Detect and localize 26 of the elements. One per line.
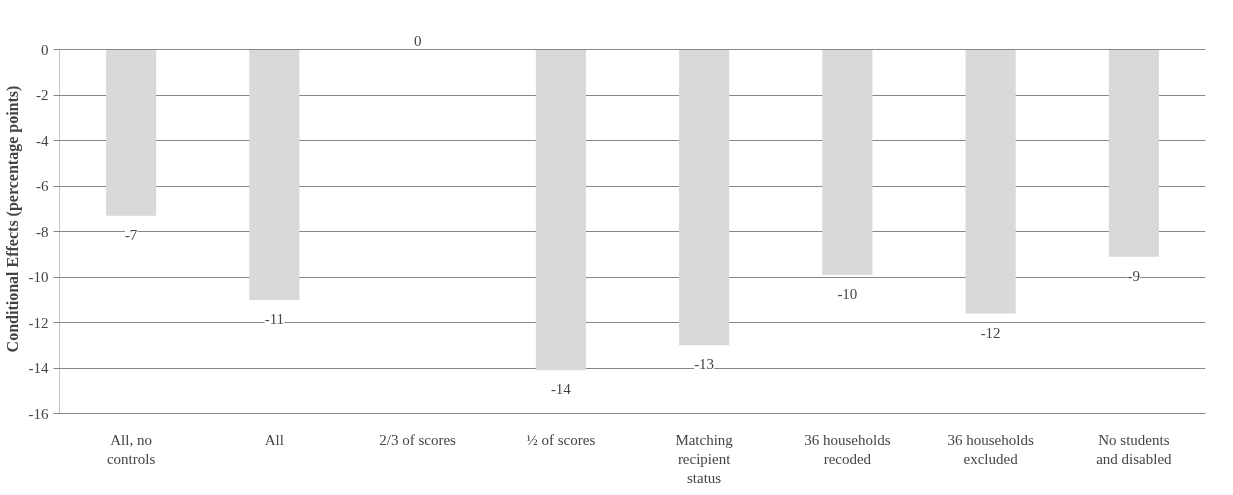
data-label: -12 xyxy=(980,324,1001,341)
y-tick-label: -14 xyxy=(28,360,49,377)
data-label: -10 xyxy=(837,285,858,302)
x-tick-label: All, no controls xyxy=(106,431,156,467)
x-tick-label: All xyxy=(264,431,284,448)
y-tick-label: 0 xyxy=(41,41,49,58)
data-label: -7 xyxy=(124,226,138,243)
x-tick-label: 2/3 of scores xyxy=(379,431,457,448)
data-label: -13 xyxy=(694,356,715,373)
x-tick-label: Matching recipient status xyxy=(675,431,734,486)
data-label: -11 xyxy=(264,310,285,327)
y-tick-label: -6 xyxy=(36,178,49,195)
x-tick-label: ½ of scores xyxy=(526,431,596,448)
y-tick-label: -4 xyxy=(36,132,49,149)
y-tick-label: -16 xyxy=(28,405,49,422)
y-axis-title: Conditional Effects (percentage points) xyxy=(3,85,22,353)
data-label: -9 xyxy=(1127,267,1141,284)
y-tick-label: -10 xyxy=(28,269,49,286)
y-tick-label: -2 xyxy=(36,87,49,104)
x-tick-label: 36 households recoded xyxy=(804,431,891,467)
y-tick-label: -8 xyxy=(36,223,49,240)
y-tick-label: -12 xyxy=(28,314,49,331)
x-tick-label: 36 households excluded xyxy=(947,431,1034,467)
x-tick-label: No students and disabled xyxy=(1096,431,1173,467)
data-label: 0 xyxy=(413,32,422,49)
data-label: -14 xyxy=(550,381,572,398)
